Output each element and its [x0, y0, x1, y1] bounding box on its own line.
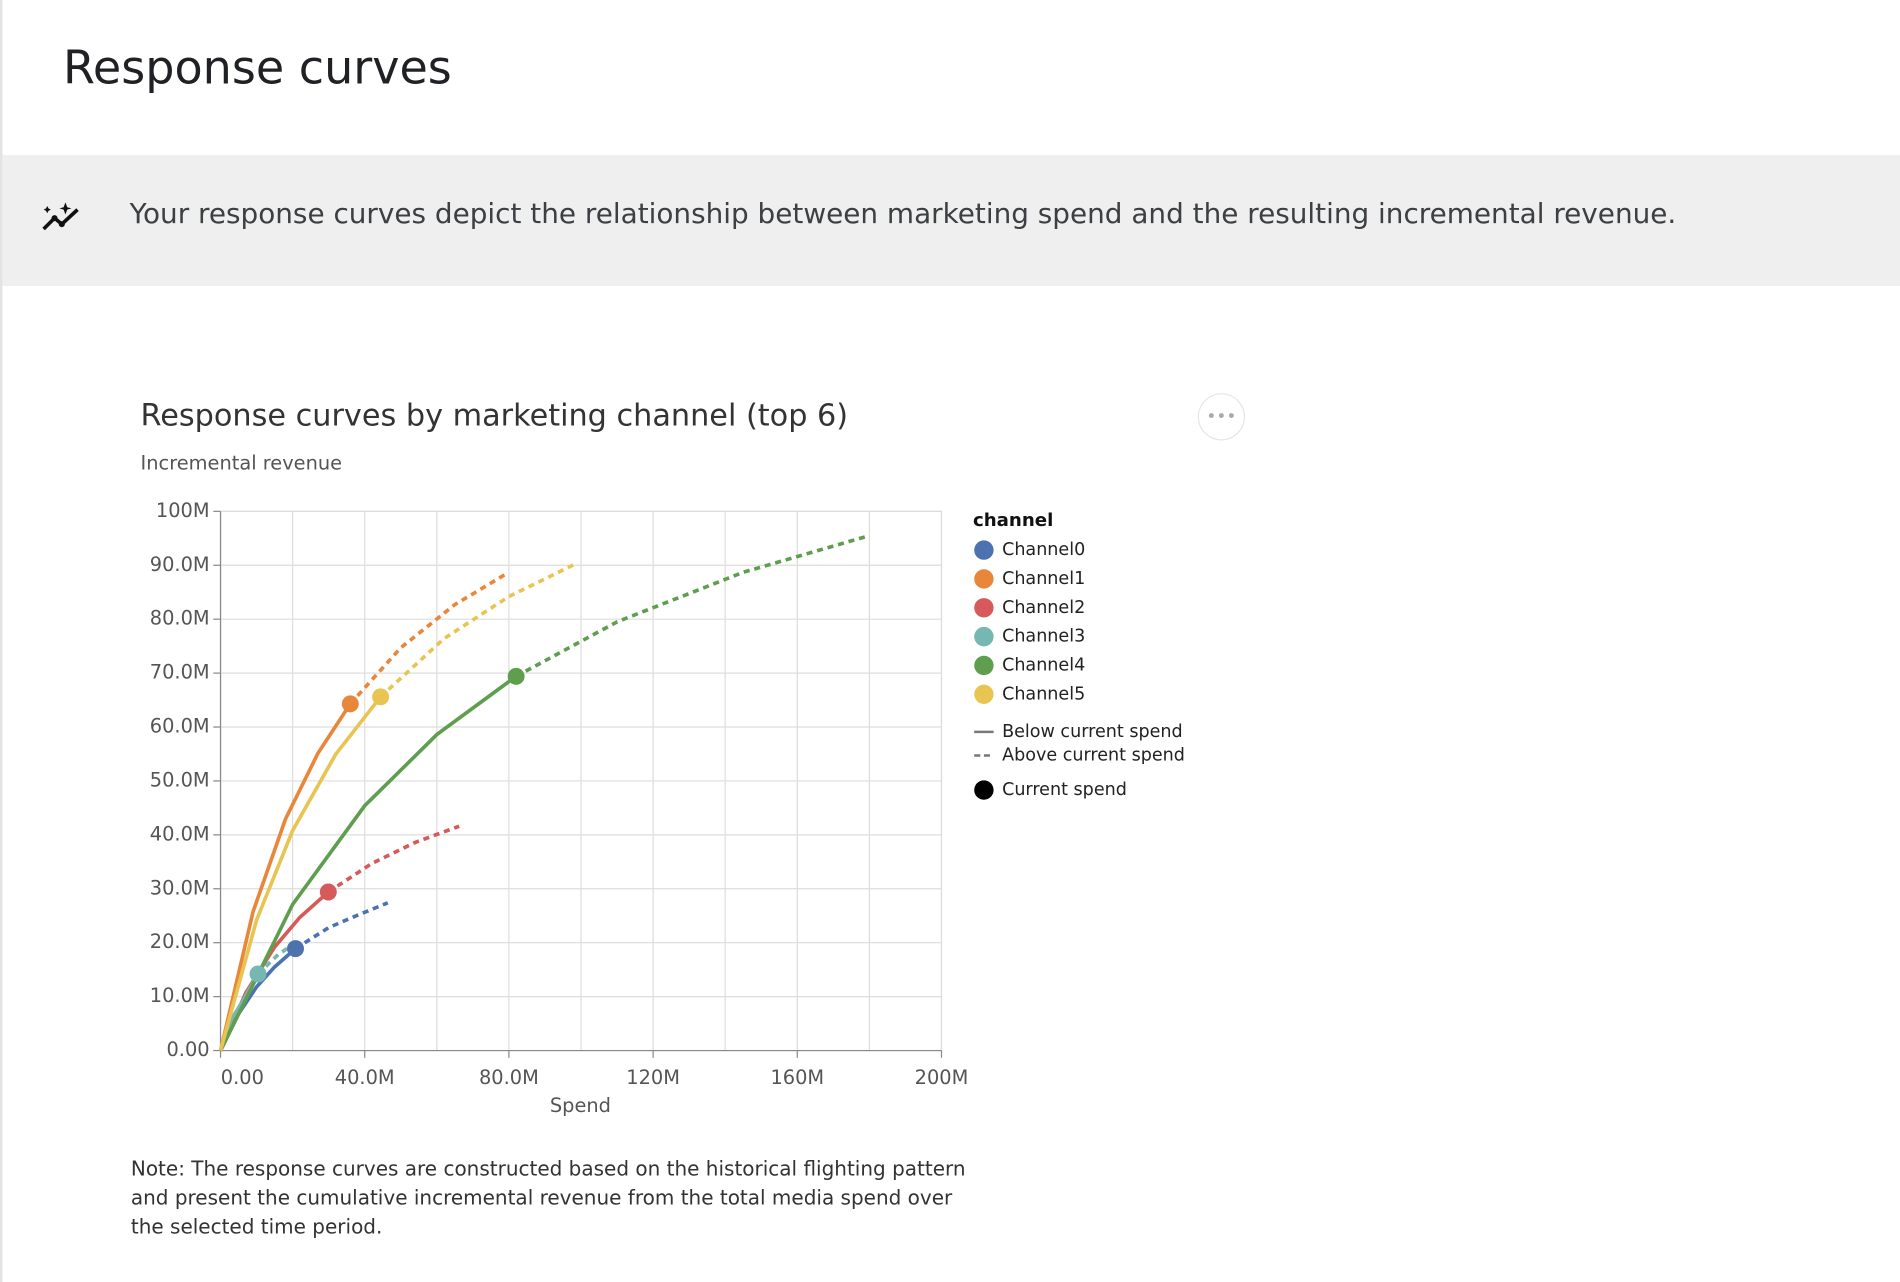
- y-tick-label: 70.0M: [150, 661, 210, 684]
- y-tick-label: 100M: [156, 499, 210, 522]
- legend-label: Channel2: [1002, 598, 1085, 618]
- current-spend-point: [319, 883, 337, 901]
- legend-swatch: [974, 626, 994, 647]
- banner-text: Your response curves depict the relation…: [129, 198, 1677, 231]
- legend-swatch: [974, 540, 994, 560]
- y-tick-label: 40.0M: [150, 822, 210, 845]
- legend-current-dot: [974, 780, 994, 800]
- banner: [2, 155, 1900, 286]
- y-tick-label: 20.0M: [150, 930, 210, 953]
- y-tick-label: 10.0M: [150, 984, 210, 1007]
- x-tick-label: 40.0M: [335, 1066, 395, 1089]
- curve-above: [327, 824, 460, 894]
- legend-swatch: [974, 598, 994, 618]
- y-axis-label: Incremental revenue: [141, 452, 343, 475]
- y-tick-label: 50.0M: [150, 768, 210, 791]
- curve-above: [379, 563, 575, 699]
- curve-below: [218, 695, 383, 1052]
- y-tick-label: 80.0M: [150, 607, 210, 630]
- chart-title: Response curves by marketing channel (to…: [141, 398, 849, 433]
- insight-icon: [42, 202, 79, 231]
- legend-current-label: Current spend: [1002, 780, 1127, 800]
- legend-label: Channel3: [1002, 627, 1085, 647]
- page-title: Response curves: [63, 41, 452, 95]
- current-spend-point: [341, 695, 359, 713]
- x-tick-label: 80.0M: [479, 1066, 539, 1089]
- legend-label: Channel5: [1002, 684, 1085, 704]
- legend-label: Channel4: [1002, 655, 1085, 675]
- current-spend-point: [372, 688, 390, 706]
- y-tick-label: 90.0M: [150, 553, 210, 576]
- legend-swatch: [974, 655, 994, 676]
- legend-title: channel: [973, 510, 1053, 531]
- curve-above: [294, 901, 389, 951]
- curve-below: [218, 674, 518, 1052]
- y-tick-label: 30.0M: [150, 876, 210, 899]
- current-spend-point: [249, 965, 267, 983]
- legend-style-label: Below current spend: [1002, 722, 1183, 742]
- x-tick-label: 200M: [915, 1066, 969, 1089]
- current-spend-point: [287, 940, 304, 958]
- y-tick-label: 60.0M: [150, 715, 210, 738]
- y-tick-label: 0.00: [166, 1038, 209, 1061]
- current-spend-point: [507, 667, 525, 685]
- curve-below: [218, 702, 352, 1051]
- curve-above: [348, 572, 507, 706]
- legend-swatch: [974, 569, 994, 589]
- curve-below: [218, 890, 330, 1052]
- x-tick-label: 0.00: [221, 1066, 264, 1089]
- menu-dots[interactable]: •••: [1206, 406, 1236, 426]
- menu-button[interactable]: [1197, 393, 1246, 441]
- legend-label: Channel0: [1002, 540, 1085, 560]
- legend-label: Channel1: [1002, 569, 1085, 589]
- x-axis-label: Spend: [550, 1094, 611, 1117]
- curve-above: [515, 533, 870, 678]
- legend-style-label: Above current spend: [1002, 745, 1185, 765]
- note: Note: The response curves are constructe…: [130, 1157, 966, 1239]
- x-tick-label: 120M: [626, 1066, 680, 1089]
- legend-swatch: [974, 684, 994, 704]
- x-tick-label: 160M: [770, 1066, 824, 1089]
